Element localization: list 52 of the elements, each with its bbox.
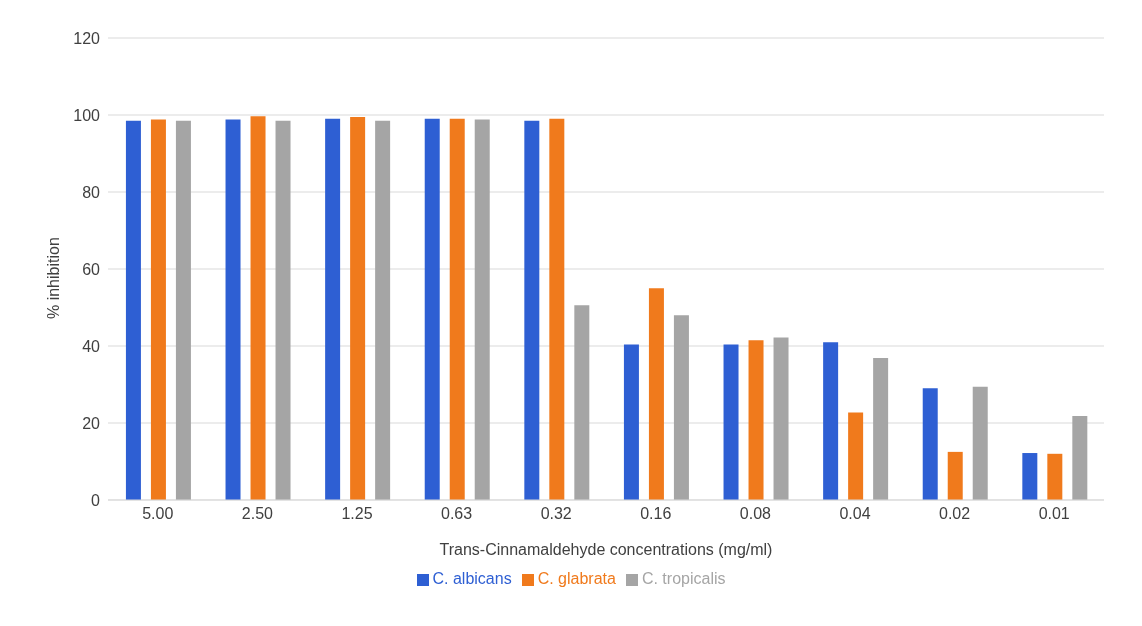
bar (449, 118, 465, 500)
bar (574, 305, 590, 500)
bar (623, 344, 639, 500)
x-tick-label: 2.50 (241, 505, 274, 523)
y-tick-label: 100 (73, 106, 101, 124)
x-tick-label: 0.08 (739, 505, 772, 523)
bar (424, 118, 440, 500)
bar (947, 451, 963, 500)
bar (873, 357, 889, 500)
x-tick-label: 0.63 (441, 505, 473, 523)
bar (350, 116, 366, 500)
bar (524, 120, 540, 500)
x-axis-title: Trans-Cinnamaldehyde concentrations (mg/ml) (439, 541, 773, 558)
bar (1022, 453, 1038, 500)
bar (125, 120, 141, 500)
x-tick-label: 0.16 (640, 505, 672, 523)
x-tick-label: 5.00 (142, 505, 174, 523)
bar (848, 412, 864, 500)
bar (175, 120, 191, 500)
bar (325, 118, 341, 500)
x-tick-label: 0.32 (540, 505, 572, 523)
legend-label: C. albicans (432, 570, 512, 587)
bar (1047, 453, 1063, 500)
bar (549, 118, 565, 500)
x-tick-label: 0.04 (839, 505, 871, 523)
bar (375, 120, 391, 500)
bar (673, 315, 689, 500)
legend-label: C. glabrata (537, 570, 616, 587)
bar (275, 120, 291, 500)
bar (1072, 416, 1088, 500)
y-tick-label: 120 (73, 29, 101, 47)
bar (922, 388, 938, 500)
bar (648, 288, 664, 500)
legend-label: C. tropicalis (641, 570, 726, 587)
y-tick-label: 80 (82, 183, 101, 201)
bar (250, 116, 266, 500)
bar (150, 119, 166, 500)
x-tick-label: 0.01 (1038, 505, 1070, 523)
bar (723, 344, 739, 500)
bar (972, 386, 988, 500)
bar (225, 119, 241, 500)
bar (823, 342, 839, 500)
bar (773, 337, 789, 500)
y-axis-title: % inhibition (44, 237, 62, 319)
bar (748, 340, 764, 500)
y-tick-label: 0 (91, 491, 101, 509)
bar (474, 119, 490, 500)
y-tick-label: 40 (82, 337, 101, 355)
y-tick-label: 20 (82, 414, 101, 432)
x-tick-label: 0.02 (939, 505, 971, 523)
x-tick-label: 1.25 (341, 505, 373, 523)
y-tick-label: 60 (82, 260, 101, 278)
